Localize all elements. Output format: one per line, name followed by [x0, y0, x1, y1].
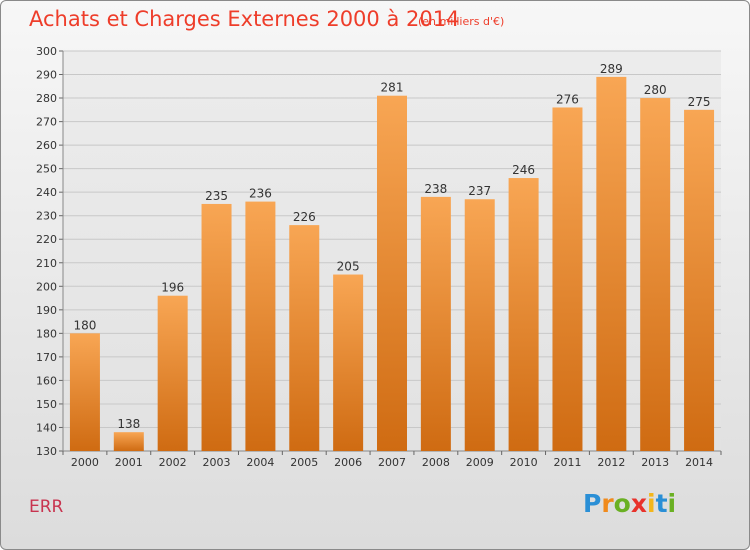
- x-tick-label: 2003: [203, 456, 231, 469]
- bar-value-label: 281: [381, 81, 404, 95]
- bar-2000: [69, 333, 100, 451]
- y-tick-label: 280: [36, 92, 57, 105]
- x-tick-label: 2010: [510, 456, 538, 469]
- y-tick-label: 210: [36, 257, 57, 270]
- bar-value-label: 235: [205, 189, 228, 203]
- bar-value-label: 289: [600, 62, 623, 76]
- x-tick-label: 2011: [553, 456, 581, 469]
- bar-2002: [157, 295, 188, 451]
- x-tick-label: 2008: [422, 456, 450, 469]
- x-tick-label: 2012: [597, 456, 625, 469]
- proxiti-logo-letter: o: [613, 489, 631, 518]
- y-tick-label: 230: [36, 210, 57, 223]
- x-tick-label: 2002: [159, 456, 187, 469]
- x-tick-label: 2013: [641, 456, 669, 469]
- x-tick-label: 2014: [685, 456, 713, 469]
- bar-value-label: 226: [293, 210, 316, 224]
- bar-value-label: 138: [117, 417, 140, 431]
- bar-value-label: 276: [556, 92, 579, 106]
- y-tick-label: 180: [36, 327, 57, 340]
- bar-2014: [684, 109, 715, 451]
- y-tick-label: 290: [36, 69, 57, 82]
- y-tick-label: 200: [36, 280, 57, 293]
- chart-subtitle: (en milliers d'€): [418, 15, 505, 28]
- x-tick-label: 2006: [334, 456, 362, 469]
- bar-value-label: 246: [512, 163, 535, 177]
- bar-2012: [596, 76, 627, 451]
- proxiti-logo-letter: P: [583, 489, 602, 518]
- y-tick-label: 240: [36, 186, 57, 199]
- proxiti-logo-letter: i: [667, 489, 677, 518]
- bar-value-label: 236: [249, 187, 272, 201]
- bar-2005: [289, 225, 320, 451]
- y-tick-label: 140: [36, 421, 57, 434]
- x-tick-label: 2007: [378, 456, 406, 469]
- commune-name: ERR: [29, 497, 64, 517]
- y-tick-label: 160: [36, 374, 57, 387]
- bar-value-label: 196: [161, 281, 184, 295]
- y-tick-label: 130: [36, 445, 57, 458]
- bar-value-label: 238: [424, 182, 447, 196]
- bar-value-label: 180: [73, 318, 96, 332]
- bar-2010: [508, 178, 539, 451]
- bar-2007: [377, 95, 407, 452]
- y-tick-label: 150: [36, 398, 57, 411]
- proxiti-logo: Proxiti: [583, 489, 676, 518]
- proxiti-logo-letter: r: [601, 489, 614, 518]
- y-tick-label: 300: [36, 45, 57, 58]
- bar-2001: [113, 432, 144, 451]
- x-tick-label: 2009: [466, 456, 494, 469]
- y-tick-label: 170: [36, 351, 57, 364]
- bar-2009: [464, 199, 495, 451]
- bar-2013: [640, 98, 671, 451]
- x-tick-label: 2000: [71, 456, 99, 469]
- y-tick-label: 250: [36, 163, 57, 176]
- x-tick-label: 2004: [246, 456, 274, 469]
- bar-value-label: 237: [468, 184, 491, 198]
- proxiti-logo-letter: x: [630, 489, 647, 518]
- x-tick-label: 2001: [115, 456, 143, 469]
- bar-2004: [245, 201, 276, 451]
- x-tick-label: 2005: [290, 456, 318, 469]
- y-tick-label: 190: [36, 304, 57, 317]
- y-tick-label: 260: [36, 139, 57, 152]
- bar-2006: [333, 274, 364, 451]
- chart-title: Achats et Charges Externes 2000 à 2014: [29, 7, 460, 31]
- bar-value-label: 275: [688, 95, 711, 109]
- bar-2008: [420, 196, 451, 451]
- bar-value-label: 280: [644, 83, 667, 97]
- proxiti-logo-letter: i: [647, 489, 656, 518]
- proxiti-logo-letter: t: [655, 489, 668, 518]
- bar-value-label: 205: [337, 260, 360, 274]
- y-tick-label: 220: [36, 233, 57, 246]
- bar-2003: [201, 203, 232, 451]
- bar-2011: [552, 107, 583, 452]
- y-tick-label: 270: [36, 116, 57, 129]
